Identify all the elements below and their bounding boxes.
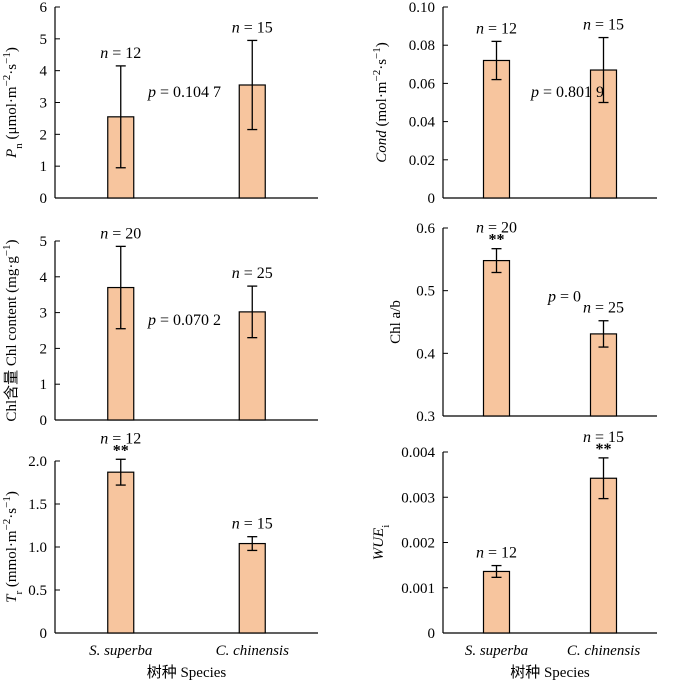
bar [238,542,266,634]
y-tick-label: 0.4 [416,346,435,362]
y-tick-label: 0.10 [409,0,435,16]
p-value-label: p = 0 [547,288,581,305]
chart-panel-top-right: 0 0.02 0.04 0.06 0.08 0.10 n = 12 n = 15 p = 0.8… [371,0,657,207]
y-tick-label: 4 [40,64,48,80]
sample-size-label: n = 15 [583,17,624,34]
y-tick-label: 1 [40,377,48,393]
significance-label: ** [596,441,612,458]
bar [482,570,511,634]
y-tick-label: 0.003 [401,490,435,506]
y-tick-label: 0.5 [28,583,47,599]
y-tick-label: 0 [40,626,48,642]
y-tick-label: 0.5 [416,284,435,300]
sample-size-label: n = 12 [100,45,141,62]
sample-size-label: n = 12 [476,545,517,562]
sample-size-label: n = 25 [583,300,624,317]
chart-panel-middle-right: 0.3 0.4 0.5 0.6 **n = 20 n = 25p = 0 Chl a/b [388,220,657,425]
p-value-label: p = 0.801 9 [530,84,604,101]
y-tick-label: 5 [40,234,48,250]
y-tick-label: 0.6 [416,221,435,237]
chart-panel-bottom-left: 0 0.5 1.0 1.5 2.0 **n = 12 S. superba n = 15 C. … [1,430,318,681]
y-tick-label: 1 [40,159,48,175]
chart-panel-bottom-right: 0 0.001 0.002 0.003 0.004 n = 12 S. superba **n… [371,429,657,681]
y-tick-label: 3 [40,306,48,322]
significance-label: ** [113,442,129,459]
sample-size-label: n = 15 [583,429,624,446]
sample-size-label: n = 25 [232,265,273,282]
y-tick-label: 4 [40,270,48,286]
y-axis-title: Pn (μmol·m−2·s−1) [1,47,25,159]
x-category-label: S. superba [89,643,152,659]
y-tick-label: 0.04 [409,115,436,131]
chart-panel-top-left: 0 1 2 3 4 5 6 n = 12 n = 15 p = 0.104 7 Pn (μmol·m… [1,0,318,207]
y-tick-label: 0.06 [409,76,436,92]
y-axis-title: Chl a/b [388,300,404,344]
bar [482,59,511,199]
y-axis-title: Chl含量 Chl content (mg·g−1) [1,239,20,421]
y-tick-label: 0.004 [401,445,435,461]
y-tick-label: 5 [40,32,48,48]
y-tick-label: 0 [40,413,48,429]
y-tick-label: 0.3 [416,409,435,425]
x-category-label: S. superba [465,643,528,659]
y-tick-label: 2.0 [28,454,47,470]
y-tick-label: 0 [428,626,436,642]
x-axis-title: 树种 Species [147,664,227,681]
sample-size-label: n = 15 [232,19,273,36]
p-value-label: p = 0.104 7 [147,84,221,101]
sample-size-label: n = 12 [476,20,517,37]
y-axis-title: Tr (mmol·m−2·s−1) [1,491,25,603]
x-category-label: C. chinensis [216,643,289,659]
sample-size-label: n = 15 [232,516,273,533]
bar [589,477,618,634]
sample-size-label: n = 20 [100,225,141,242]
y-tick-label: 2 [40,127,48,143]
y-tick-label: 1.5 [28,497,47,513]
x-axis-title: 树种 Species [510,664,590,681]
y-tick-label: 0.001 [401,581,435,597]
significance-label: ** [489,232,505,249]
y-tick-label: 0.002 [401,536,435,552]
y-axis-title: Cond (mol·m−2·s−1) [371,42,390,163]
y-tick-label: 0.08 [409,38,435,54]
bar [482,259,511,417]
x-category-label: C. chinensis [567,643,640,659]
chart-panel-middle-left: 0 1 2 3 4 5 n = 20 n = 25 p = 0.070 2 Chl含量 Chl c… [1,225,318,429]
y-tick-label: 0 [40,191,48,207]
y-tick-label: 2 [40,341,48,357]
y-tick-label: 0 [428,191,436,207]
y-axis-title: WUEi [371,525,392,561]
sample-size-label: n = 20 [476,220,517,237]
bar [107,471,135,634]
y-tick-label: 0.02 [409,153,435,169]
y-tick-label: 6 [40,0,48,16]
y-tick-label: 3 [40,96,48,112]
p-value-label: p = 0.070 2 [147,312,221,329]
y-tick-label: 1.0 [28,540,47,556]
sample-size-label: n = 12 [100,430,141,447]
